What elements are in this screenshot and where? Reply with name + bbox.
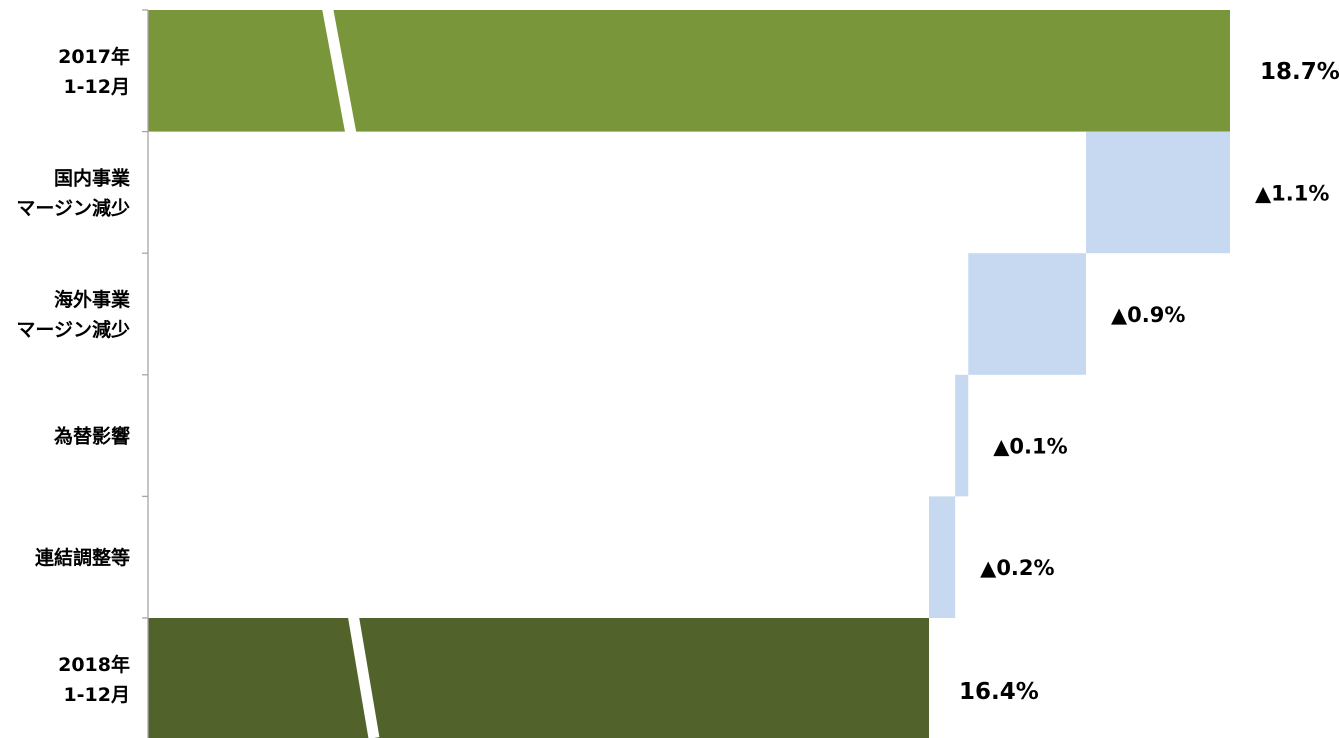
axis-breaks [320, 0, 380, 738]
bar-4 [929, 496, 956, 618]
bar-2 [968, 253, 1087, 375]
value-label-5: 16.4% [959, 679, 1039, 705]
category-label-4: 連結調整等 [35, 546, 130, 569]
value-labels: 18.7% ▲1.1% ▲0.9% ▲0.1% ▲0.2% 16.4% [959, 59, 1339, 705]
category-label-5: 2018年 1-12月 [58, 653, 130, 706]
category-label-2: 海外事業マージン減少 [16, 288, 131, 341]
category-axis [142, 9, 149, 738]
bar-5 [148, 618, 929, 738]
value-label-4: ▲0.2% [980, 556, 1054, 580]
value-label-2: ▲0.9% [1111, 303, 1185, 327]
bar-1 [1086, 131, 1230, 254]
bar-0 [148, 10, 1230, 132]
bars-layer [148, 10, 1230, 738]
value-label-3: ▲0.1% [993, 435, 1067, 459]
category-label-3: 為替影響 [54, 425, 130, 448]
category-label-0: 2017年 1-12月 [58, 45, 130, 98]
axis-break-1 [347, 613, 380, 738]
axis-break-0 [320, 0, 357, 136]
value-label-1: ▲1.1% [1255, 181, 1329, 205]
value-label-0: 18.7% [1260, 59, 1339, 85]
bar-3 [955, 374, 969, 497]
category-label-1: 国内事業マージン減少 [16, 166, 131, 219]
